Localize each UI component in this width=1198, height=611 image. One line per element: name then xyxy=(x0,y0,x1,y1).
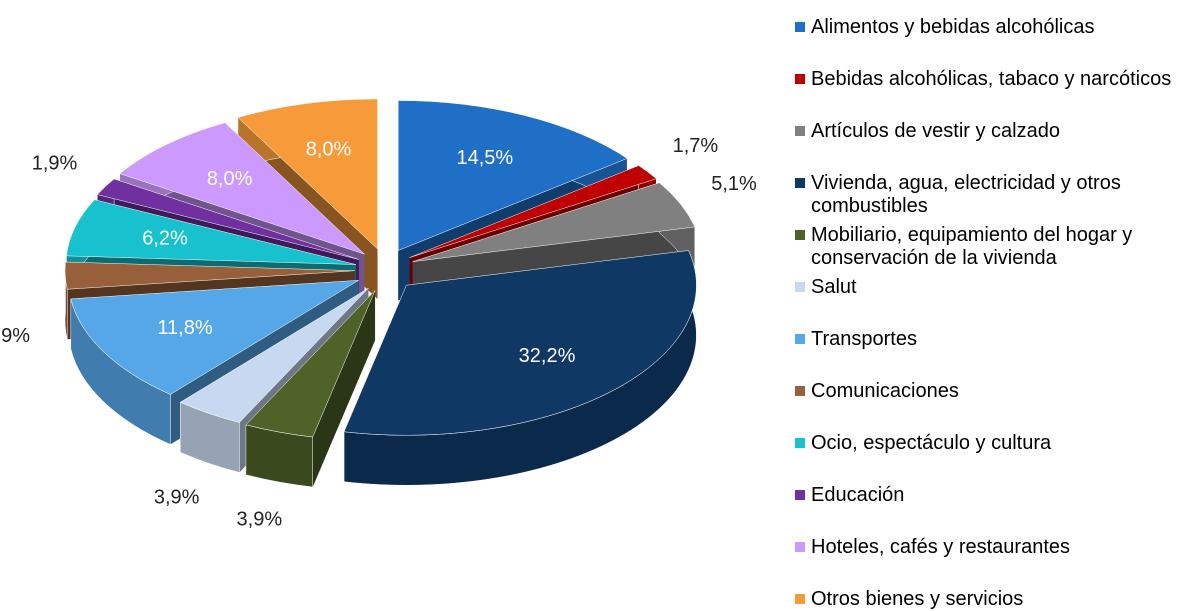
legend-swatch xyxy=(795,490,805,500)
legend-item: Comunicaciones xyxy=(795,380,1198,403)
slice xyxy=(64,261,356,290)
legend-swatch xyxy=(795,334,805,344)
legend-item: Educación xyxy=(795,484,1198,507)
legend-label: Educación xyxy=(811,484,905,506)
data-label: 3,9% xyxy=(154,487,200,509)
legend-label: Alimentos y bebidas alcohólicas xyxy=(811,16,1095,38)
legend-swatch xyxy=(795,74,805,84)
legend-item: Mobiliario, equipamiento del hogar y con… xyxy=(795,224,1198,270)
legend-label: Hoteles, cafés y restaurantes xyxy=(811,536,1071,558)
slice xyxy=(179,287,369,423)
legend-label: Otros bienes y servicios xyxy=(811,588,1024,610)
slice xyxy=(412,182,696,262)
tops xyxy=(64,98,697,438)
legend-label: Comunicaciones xyxy=(811,380,959,402)
legend-item: Artículos de vestir y calzado xyxy=(795,120,1198,143)
legend-swatch xyxy=(795,386,805,396)
legend-item: Ocio, espectáculo y cultura xyxy=(795,432,1198,455)
legend-swatch xyxy=(795,22,805,32)
legend-swatch xyxy=(795,230,805,240)
data-label: 1,7% xyxy=(673,135,719,157)
legend-label: Transportes xyxy=(811,328,917,350)
legend-swatch xyxy=(795,282,805,292)
legend-item: Alimentos y bebidas alcohólicas xyxy=(795,16,1198,39)
slice xyxy=(66,199,357,265)
data-label: 8,0% xyxy=(207,168,253,190)
slice xyxy=(409,165,657,258)
legend-label: Bebidas alcohólicas, tabaco y narcóticos xyxy=(811,68,1172,90)
data-label: 1,9% xyxy=(32,152,78,174)
legend-item: Hoteles, cafés y restaurantes xyxy=(795,536,1198,559)
data-label: 2,9% xyxy=(0,325,30,347)
legend-swatch xyxy=(795,542,805,552)
data-label: 5,1% xyxy=(711,173,757,195)
slice xyxy=(397,100,628,251)
legend-label: Artículos de vestir y calzado xyxy=(811,120,1060,142)
legend-item: Salut xyxy=(795,276,1198,299)
data-label: 8,0% xyxy=(306,138,352,160)
data-label: 6,2% xyxy=(142,227,188,249)
legend-item: Vivienda, agua, electricidad y otros com… xyxy=(795,172,1198,218)
slice xyxy=(245,290,376,438)
legend-swatch xyxy=(795,178,805,188)
legend-item: Transportes xyxy=(795,328,1198,351)
slice xyxy=(119,122,365,255)
data-label: 3,9% xyxy=(237,509,283,531)
legend-swatch xyxy=(795,438,805,448)
legend-label: Ocio, espectáculo y cultura xyxy=(811,432,1052,454)
slice xyxy=(96,178,359,260)
data-label: 14,5% xyxy=(457,147,514,169)
data-label: 32,2% xyxy=(519,345,576,367)
legend-label: Mobiliario, equipamiento del hogar y con… xyxy=(811,224,1133,269)
legend-item: Bebidas alcohólicas, tabaco y narcóticos xyxy=(795,68,1198,91)
data-label: 11,8% xyxy=(157,317,212,339)
labels: 14,5% 1,7% 5,1% 32,2% 3,9% 3,9% 11,8% 2,9% 6,2% 1… xyxy=(0,135,757,530)
pie-area: 14,5% 1,7% 5,1% 32,2% 3,9% 3,9% 11,8% 2,9% 6,2% 1… xyxy=(0,98,757,531)
slice xyxy=(70,280,359,395)
legend-label: Salut xyxy=(811,276,857,298)
slice xyxy=(237,98,378,250)
legend-swatch xyxy=(795,126,805,136)
legend-label: Vivienda, agua, electricidad y otros com… xyxy=(811,172,1121,217)
legend-item: Otros bienes y servicios xyxy=(795,588,1198,611)
legend-swatch xyxy=(795,594,805,604)
slice xyxy=(343,250,697,436)
